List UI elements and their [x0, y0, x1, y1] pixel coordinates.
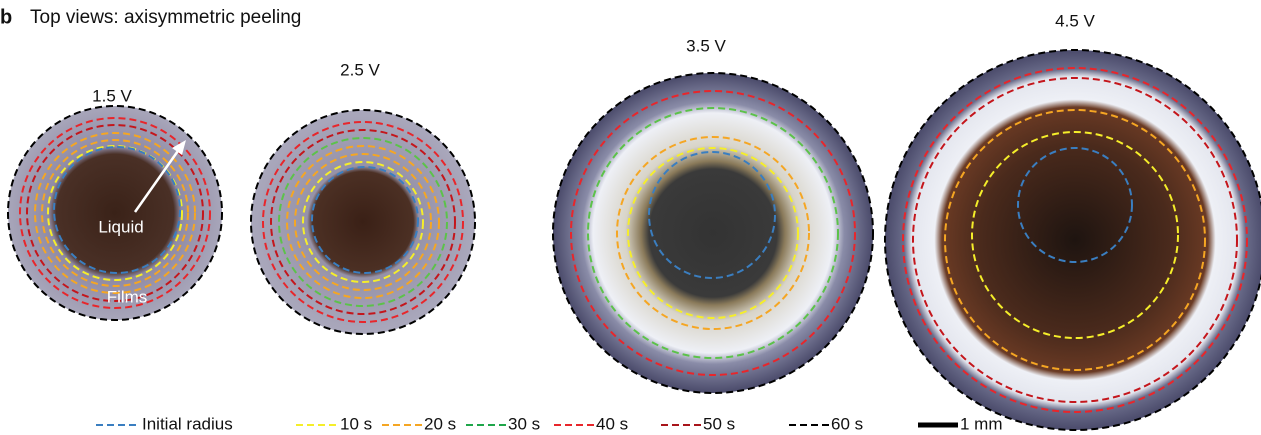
legend: Initial radius 10 s 20 s 30 s 40 s 50 s … [96, 414, 1003, 433]
legend-label: 10 s [340, 414, 372, 433]
legend-label: 50 s [703, 414, 735, 433]
panel-title: 1.5 V [92, 86, 132, 105]
annotation: Films [107, 287, 148, 306]
panel-label: b [0, 6, 12, 28]
page: b Top views: axisymmetric peeling Liquid… [0, 0, 1261, 435]
legend-label: 30 s [508, 414, 540, 433]
panel-title: 4.5 V [1055, 11, 1095, 30]
scale-bar-label: 1 mm [960, 414, 1003, 433]
panel: 2.5 V [251, 60, 475, 334]
legend-label: Initial radius [142, 414, 233, 433]
photo [553, 73, 873, 393]
photo [251, 110, 475, 334]
panel-title: 2.5 V [340, 60, 380, 79]
panel: 3.5 V [553, 36, 873, 393]
title: Top views: axisymmetric peeling [30, 7, 301, 28]
panel: Liquid Films 1.5 V [8, 86, 222, 320]
legend-label: 40 s [596, 414, 628, 433]
panel: 4.5 V [885, 11, 1261, 430]
legend-label: 20 s [424, 414, 456, 433]
figure: b Top views: axisymmetric peeling Liquid… [0, 0, 1261, 435]
panel-title: 3.5 V [686, 36, 726, 55]
annotation: Liquid [98, 217, 143, 236]
legend-label: 60 s [831, 414, 863, 433]
